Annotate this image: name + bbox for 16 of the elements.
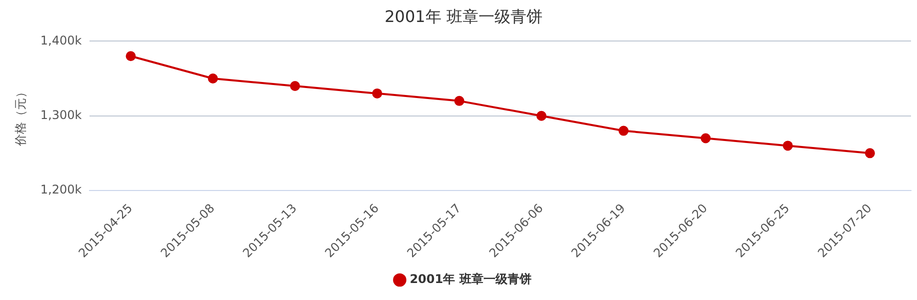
point: [864, 148, 875, 158]
point: [536, 110, 546, 121]
y-tick-label: 1,300k: [40, 108, 82, 122]
y-tick-label: 1,200k: [40, 182, 82, 197]
point: [290, 80, 300, 91]
y-tick-label: 1,400k: [40, 33, 82, 48]
point: [454, 96, 464, 106]
point: [700, 133, 711, 144]
y-axis-title: 价格（元）: [13, 86, 28, 147]
legend-label: 2001年 班章一级青饼: [410, 272, 532, 286]
point: [208, 74, 218, 84]
point: [126, 51, 136, 62]
point: [618, 126, 629, 136]
chart-title: 2001年 班章一级青饼: [384, 6, 542, 26]
point: [372, 88, 382, 98]
point: [782, 140, 793, 151]
